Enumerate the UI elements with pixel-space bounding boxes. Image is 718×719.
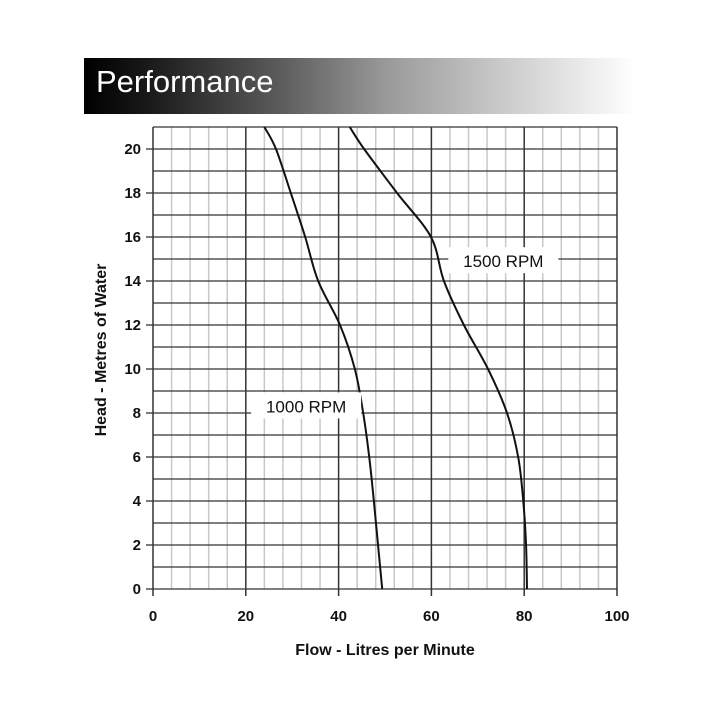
series-labels: 1000 RPM 1500 RPM xyxy=(251,247,559,419)
tick-labels: 0 2 4 6 8 10 12 14 16 18 20 0 20 40 60 80 100 xyxy=(124,141,629,625)
x-tick-label: 0 xyxy=(149,608,157,625)
x-tick-label: 80 xyxy=(516,608,533,625)
x-tick-label: 20 xyxy=(237,608,254,625)
y-tick-label: 4 xyxy=(133,493,142,510)
y-tick-label: 0 xyxy=(133,581,141,598)
grid xyxy=(146,126,618,596)
y-tick-label: 12 xyxy=(124,317,141,334)
y-tick-label: 6 xyxy=(133,449,141,466)
curves xyxy=(263,126,528,590)
y-tick-label: 16 xyxy=(124,229,141,246)
y-tick-label: 2 xyxy=(133,537,141,554)
curve-1000-rpm xyxy=(263,126,384,590)
y-tick-label: 10 xyxy=(124,361,141,378)
series-label: 1500 RPM xyxy=(463,252,543,271)
y-tick-label: 8 xyxy=(133,405,141,422)
curve-1500-rpm xyxy=(348,126,528,590)
series-label: 1000 RPM xyxy=(266,397,346,416)
chart-title: Performance xyxy=(96,64,274,99)
y-tick-label: 14 xyxy=(124,273,141,290)
x-axis-title: Flow - Litres per Minute xyxy=(295,642,475,659)
x-tick-label: 100 xyxy=(604,608,629,625)
y-tick-label: 20 xyxy=(124,141,141,158)
title-bar: Performance xyxy=(84,58,636,114)
y-tick-label: 18 xyxy=(124,185,141,202)
x-tick-label: 40 xyxy=(330,608,347,625)
x-tick-label: 60 xyxy=(423,608,440,625)
y-axis-title: Head - Metres of Water xyxy=(93,264,110,437)
